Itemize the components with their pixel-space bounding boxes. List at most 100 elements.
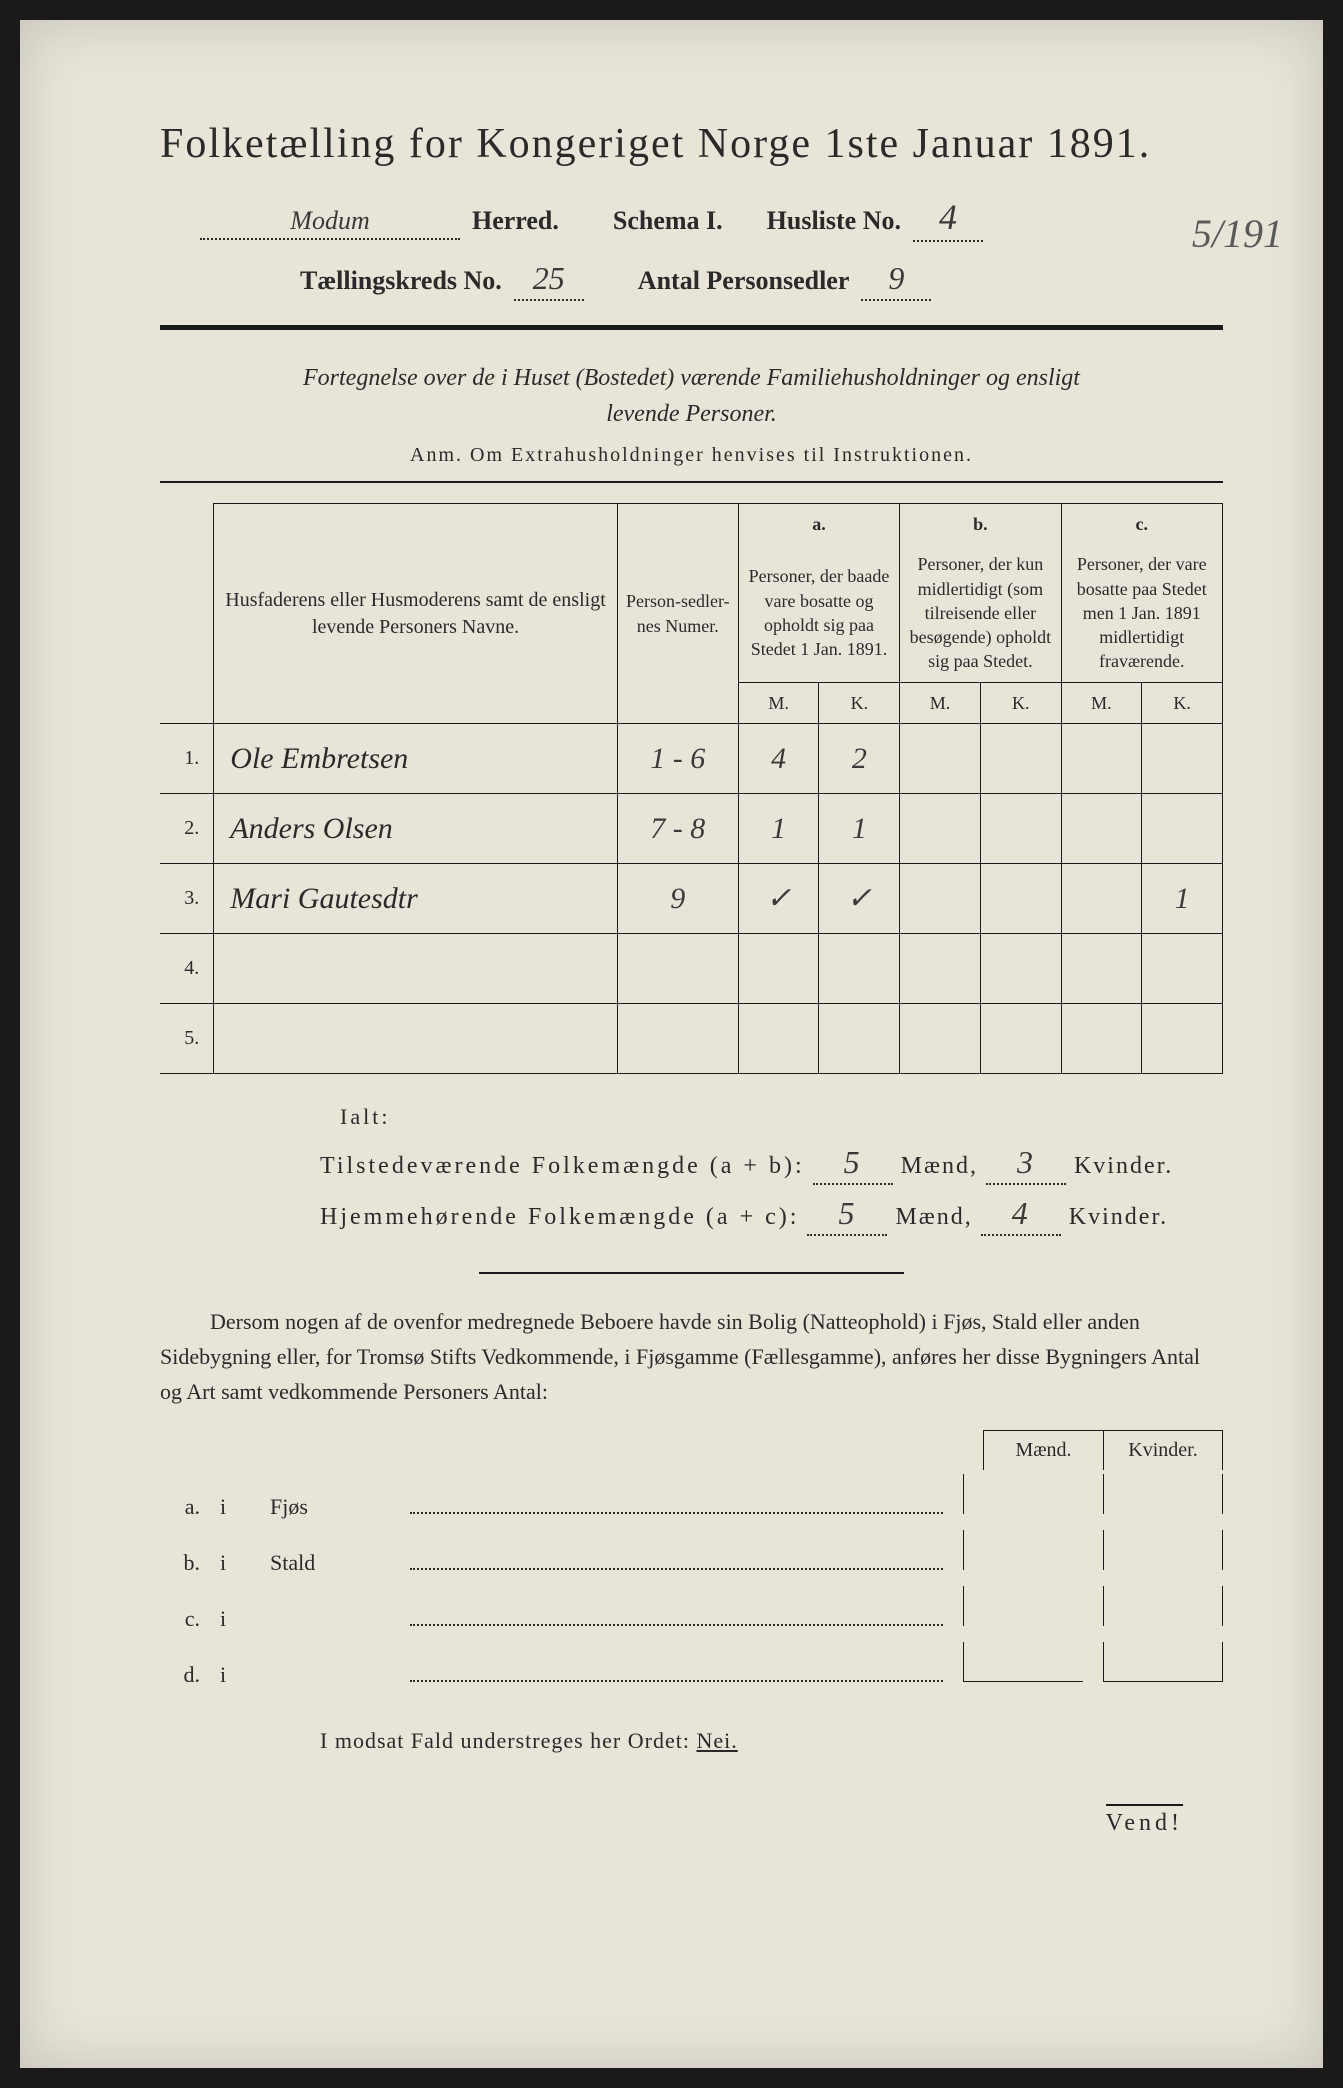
outbuild-header: Mænd. Kvinder.: [160, 1430, 1223, 1470]
outbuild-i: i: [220, 1606, 250, 1632]
outbuild-cell-m: [963, 1642, 1083, 1682]
personsedler-value: 9: [861, 260, 931, 301]
col-b-k: K.: [980, 682, 1061, 723]
cell-a-m: [738, 934, 819, 1004]
cell-c-m: [1061, 1004, 1142, 1074]
row-number: 1.: [160, 724, 214, 794]
herred-label: Herred.: [472, 206, 559, 236]
totals-row2-label: Hjemmehørende Folkemængde (a + c):: [320, 1204, 799, 1230]
cell-c-k: [1142, 934, 1223, 1004]
divider-thin: [160, 481, 1223, 483]
cell-b-k: [980, 864, 1061, 934]
col-c-k: K.: [1142, 682, 1223, 723]
col-c-label: c.: [1061, 504, 1222, 545]
cell-a-m: ✓: [738, 864, 819, 934]
cell-b-k: [980, 1004, 1061, 1074]
kvinder-label: Kvinder.: [1074, 1153, 1173, 1179]
outbuild-letter: a.: [160, 1494, 200, 1520]
dot-leader: [410, 1548, 943, 1570]
col-a-k: K.: [819, 682, 900, 723]
cell-b-m: [900, 1004, 981, 1074]
col-numer: Person-sedler-nes Numer.: [617, 504, 738, 724]
col-b-text: Personer, der kun midlertidigt (som tilr…: [900, 544, 1061, 682]
header-row-2: Tællingskreds No. 25 Antal Personsedler …: [160, 260, 1223, 301]
cell-c-m: [1061, 794, 1142, 864]
outbuild-letter: b.: [160, 1550, 200, 1576]
table-row: 2.Anders Olsen7 - 811: [160, 794, 1223, 864]
outbuild-name: Fjøs: [270, 1494, 390, 1520]
outbuild-i: i: [220, 1494, 250, 1520]
schema-label: Schema I.: [613, 206, 723, 236]
cell-b-m: [900, 724, 981, 794]
outbuild-cell-m: [963, 1586, 1083, 1626]
outbuild-kvinder: Kvinder.: [1103, 1430, 1223, 1470]
subheading: Fortegnelse over de i Huset (Bostedet) v…: [160, 360, 1223, 432]
totals-row2-k: 4: [981, 1195, 1061, 1236]
census-form-page: Folketælling for Kongeriget Norge 1ste J…: [20, 20, 1323, 2068]
person-name: [214, 1004, 617, 1074]
cell-a-k: 2: [819, 724, 900, 794]
cell-a-m: 1: [738, 794, 819, 864]
col-b-m: M.: [900, 682, 981, 723]
herred-value: Modum: [200, 206, 460, 240]
outbuild-maend: Mænd.: [983, 1430, 1103, 1470]
person-name: [214, 934, 617, 1004]
totals-block: Ialt: Tilstedeværende Folkemængde (a + b…: [160, 1104, 1223, 1236]
cell-b-m: [900, 934, 981, 1004]
outbuild-row: a. i Fjøs: [160, 1474, 1223, 1520]
outbuild-cell-k: [1103, 1474, 1223, 1514]
cell-c-m: [1061, 724, 1142, 794]
margin-annotation: 5/191: [1192, 210, 1283, 257]
col-c-m: M.: [1061, 682, 1142, 723]
col-name: Husfaderens eller Husmoderens samt de en…: [214, 504, 617, 724]
kreds-value: 25: [514, 260, 584, 301]
page-title: Folketælling for Kongeriget Norge 1ste J…: [160, 120, 1223, 168]
cell-b-k: [980, 794, 1061, 864]
outbuildings-paragraph: Dersom nogen af de ovenfor medregnede Be…: [160, 1304, 1223, 1410]
sedler-numer: [617, 1004, 738, 1074]
vend-label: Vend!: [1106, 1804, 1183, 1837]
row-number: 4.: [160, 934, 214, 1004]
totals-row1-m: 5: [813, 1144, 893, 1185]
cell-b-m: [900, 794, 981, 864]
outbuild-row: c.i: [160, 1586, 1223, 1632]
husliste-label: Husliste No.: [767, 206, 901, 236]
outbuild-letter: d.: [160, 1662, 200, 1688]
cell-c-k: 1: [1142, 864, 1223, 934]
personsedler-label: Antal Personsedler: [638, 266, 850, 296]
row-number: 2.: [160, 794, 214, 864]
totals-row1-k: 3: [986, 1144, 1066, 1185]
subheading-line1: Fortegnelse over de i Huset (Bostedet) v…: [303, 365, 1080, 391]
outbuild-cell-k: [1103, 1642, 1223, 1682]
person-name: Ole Embretsen: [214, 724, 617, 794]
row-number: 5.: [160, 1004, 214, 1074]
divider-short: [479, 1272, 904, 1274]
cell-a-m: 4: [738, 724, 819, 794]
ialt-label: Ialt:: [320, 1104, 1223, 1130]
table-row: 1.Ole Embretsen1 - 642: [160, 724, 1223, 794]
outbuild-i: i: [220, 1662, 250, 1688]
cell-b-k: [980, 934, 1061, 1004]
cell-c-k: [1142, 1004, 1223, 1074]
cell-a-k: ✓: [819, 864, 900, 934]
cell-a-m: [738, 1004, 819, 1074]
col-c-text: Personer, der vare bosatte paa Stedet me…: [1061, 544, 1222, 682]
outbuild-cell-m: [963, 1530, 1083, 1570]
outbuild-cell-m: [963, 1474, 1083, 1514]
outbuild-cell-k: [1103, 1530, 1223, 1570]
outbuild-row: d. i: [160, 1642, 1223, 1688]
cell-b-k: [980, 724, 1061, 794]
cell-a-k: [819, 934, 900, 1004]
modsat-nei: Nei.: [696, 1728, 737, 1753]
dot-leader: [410, 1492, 943, 1514]
cell-a-k: [819, 1004, 900, 1074]
kreds-label: Tællingskreds No.: [300, 266, 502, 296]
kvinder-label: Kvinder.: [1069, 1204, 1168, 1230]
col-a-label: a.: [738, 504, 899, 545]
cell-c-m: [1061, 934, 1142, 1004]
sedler-numer: 1 - 6: [617, 724, 738, 794]
person-name: Mari Gautesdtr: [214, 864, 617, 934]
cell-c-m: [1061, 864, 1142, 934]
cell-c-k: [1142, 794, 1223, 864]
maend-label: Mænd,: [895, 1204, 972, 1230]
